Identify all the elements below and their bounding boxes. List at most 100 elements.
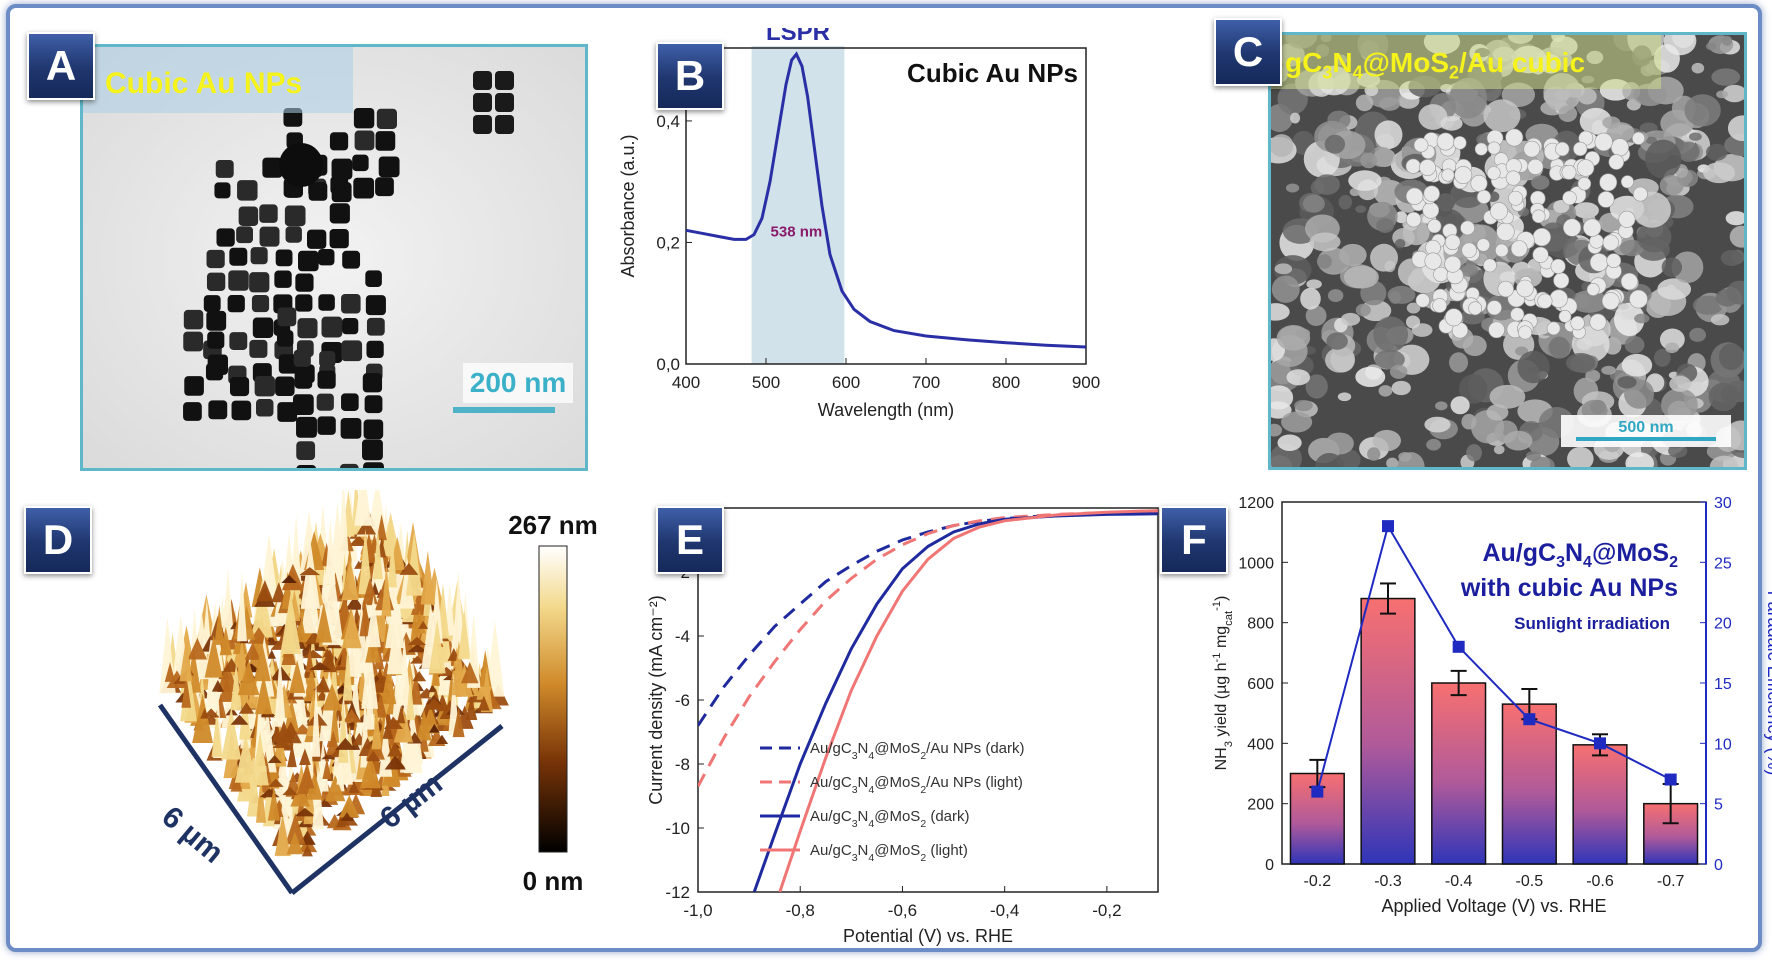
series-line-3 — [778, 509, 1158, 892]
sem-grain — [1440, 116, 1463, 131]
afm-peak — [271, 581, 287, 603]
sem-grain — [1585, 369, 1601, 383]
afm-peak — [181, 674, 192, 708]
au-nanocube — [308, 182, 328, 201]
afm-peak — [301, 844, 313, 857]
au-nanocube-sem — [1562, 190, 1577, 206]
afm-peak — [299, 763, 315, 789]
afm-peak — [299, 567, 321, 576]
afm-peak — [341, 609, 362, 649]
sem-grain — [1483, 99, 1521, 133]
afm-peak — [342, 709, 361, 723]
afm-peak — [330, 695, 340, 743]
sem-grain — [1450, 396, 1470, 415]
panel-a-scale-text: 200 nm — [463, 363, 573, 403]
au-nanocube-sem — [1561, 164, 1577, 180]
au-nanocube — [296, 441, 316, 461]
afm-peak — [376, 514, 387, 541]
y2-tick-label: 0 — [1714, 857, 1723, 874]
au-nanocube — [363, 462, 384, 468]
sem-grain — [1340, 312, 1361, 326]
afm-peak — [230, 714, 249, 725]
sem-grain — [1645, 136, 1658, 145]
y-tick-label: 600 — [1247, 676, 1274, 693]
series-line-1 — [698, 509, 1158, 788]
afm-peak — [281, 574, 297, 583]
x-axis-label: Potential (V) vs. RHE — [843, 926, 1013, 946]
au-nanocube — [277, 307, 297, 327]
au-nanocube-sem — [1496, 222, 1515, 241]
panel-c-title: gC3N4@MoS2/Au cubic — [1285, 47, 1586, 83]
x-tick-label: 500 — [752, 373, 780, 392]
sem-grain — [1355, 303, 1371, 317]
au-nanocube-sem — [1419, 159, 1436, 176]
panel-b-label: B — [656, 42, 724, 110]
afm-peak — [416, 709, 432, 741]
au-nanocube — [293, 394, 314, 416]
au-nanocube-sem — [1424, 252, 1442, 270]
sem-grain — [1367, 447, 1381, 461]
afm-peak — [255, 775, 266, 823]
sem-grain — [1721, 35, 1733, 46]
afm-peak — [382, 719, 394, 739]
afm-peak — [322, 757, 332, 779]
au-nanocube-sem — [1555, 141, 1570, 157]
sem-grain — [1688, 132, 1702, 141]
afm-peak — [219, 626, 232, 656]
sem-grain — [1426, 438, 1442, 451]
sem-grain — [1531, 175, 1550, 190]
au-nanocube — [214, 182, 231, 199]
au-nanocube — [274, 270, 292, 288]
au-nanocube-sem — [1488, 321, 1505, 339]
y-tick-label: 1000 — [1238, 555, 1274, 572]
au-nanocube-sem — [1476, 238, 1491, 252]
afm-peak — [366, 595, 381, 648]
afm-peak — [428, 619, 446, 674]
au-nanocube-sem — [1576, 159, 1595, 177]
afm-peak — [302, 649, 324, 659]
au-nanocube — [238, 206, 259, 226]
au-nanocube-sem — [1505, 170, 1521, 186]
afm-peak — [338, 795, 360, 818]
au-nanocube — [495, 115, 514, 134]
sem-grain — [1530, 456, 1555, 467]
au-nanocube — [249, 339, 268, 358]
au-nanocube — [183, 331, 204, 352]
au-nanocube — [353, 177, 375, 199]
sem-grain — [1624, 336, 1645, 354]
afm-peak — [366, 750, 381, 762]
x-tick-label: -0.2 — [1304, 873, 1332, 890]
au-nanocube — [228, 270, 249, 291]
scale-bar — [453, 407, 555, 413]
sem-grain — [1486, 404, 1509, 421]
sem-grain — [1309, 232, 1341, 252]
y-axis-label: Current density (mA cm⁻²) — [646, 595, 666, 805]
afm-peak — [336, 815, 347, 828]
sem-grain — [1391, 380, 1411, 396]
sem-grain — [1277, 434, 1302, 451]
afm-peak — [253, 643, 271, 682]
panel-d-label: D — [24, 506, 92, 574]
sem-grain — [1300, 287, 1321, 310]
panel-c-sem-image: 500 nm gC3N4@MoS2/Au cubic — [1268, 32, 1747, 470]
sem-grain — [1305, 305, 1327, 326]
sem-grain — [1602, 116, 1621, 129]
au-nanocube — [495, 93, 514, 112]
panel-f-chart: -0.2 -0.3 -0.4 -0.5 -0.6 -0.70200400600800100… — [1211, 495, 1772, 916]
au-nanocube-sem — [1602, 234, 1619, 251]
afm-peak — [407, 636, 427, 645]
sem-grain — [1406, 302, 1421, 314]
afm-peak — [309, 662, 331, 671]
au-nanocube — [365, 295, 386, 316]
sem-grain — [1621, 353, 1653, 377]
y2-axis-label: Faradaic Efficiency (%) — [1764, 591, 1772, 776]
x-tick-label: 600 — [832, 373, 860, 392]
au-nanocube — [297, 318, 318, 339]
au-nanocube-sem — [1620, 272, 1639, 291]
sem-grain — [1294, 399, 1313, 412]
afm-peak — [164, 662, 176, 682]
au-nanocube — [215, 159, 234, 178]
sem-grain — [1625, 452, 1655, 467]
au-nanocube-sem — [1474, 142, 1488, 156]
au-nanocube — [317, 416, 336, 435]
